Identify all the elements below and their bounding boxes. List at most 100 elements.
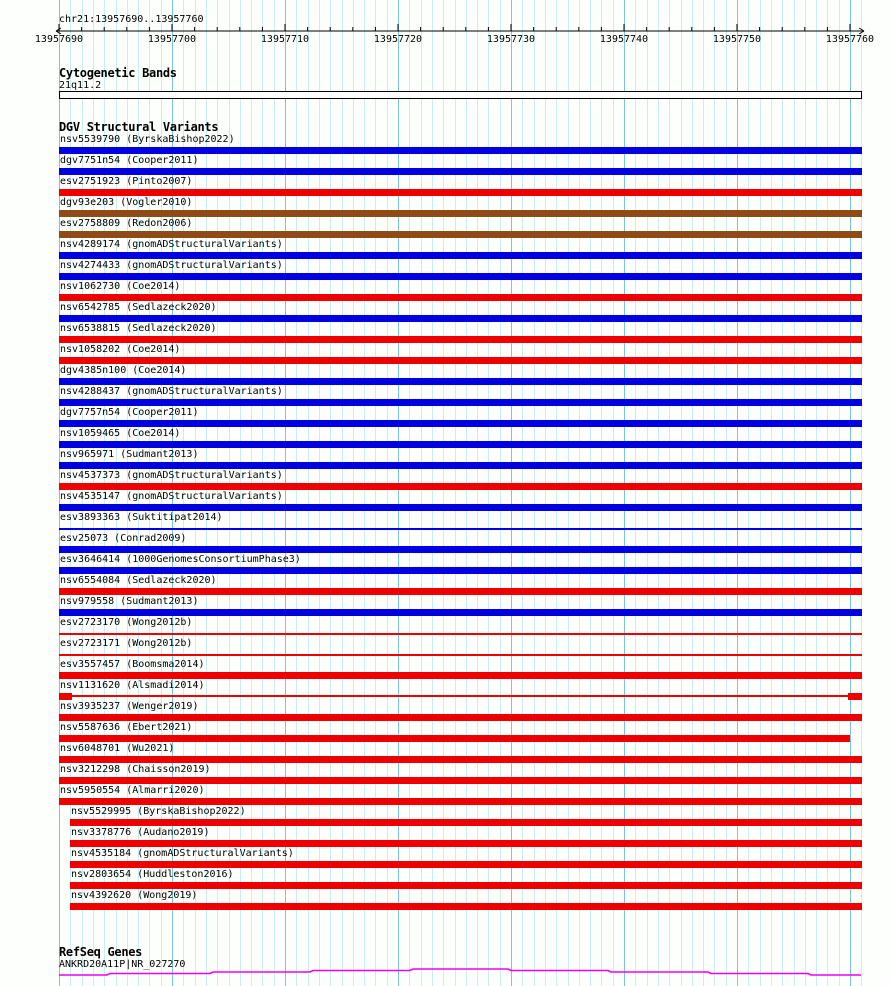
grid-line-minor (375, 0, 377, 986)
variant-feature-bar[interactable] (848, 693, 862, 700)
variant-feature-bar[interactable] (59, 168, 862, 175)
variant-label[interactable]: esv2723171 (Wong2012b) (60, 638, 193, 649)
variant-feature-bar[interactable] (70, 861, 862, 868)
variant-feature-bar[interactable] (59, 315, 862, 322)
variant-label[interactable]: nsv1131620 (Alsmadi2014) (60, 680, 205, 691)
variant-label[interactable]: nsv4392620 (Wong2019) (71, 890, 198, 901)
variant-feature-bar[interactable] (59, 357, 862, 364)
variant-label[interactable]: nsv5539790 (ByrskaBishop2022) (60, 134, 235, 145)
grid-line-major (737, 0, 738, 986)
refseq-gene-connector[interactable] (0, 966, 890, 982)
variant-label[interactable]: nsv5587636 (Ebert2021) (60, 722, 193, 733)
variant-label[interactable]: nsv965971 (Sudmant2013) (60, 449, 199, 460)
grid-line-minor (748, 0, 750, 986)
variant-label[interactable]: nsv6542785 (Sedlazeck2020) (60, 302, 217, 313)
variant-feature-bar[interactable] (70, 840, 862, 847)
variant-feature-bar[interactable] (59, 441, 862, 448)
grid-line-minor (646, 0, 648, 986)
variant-feature-bar[interactable] (59, 483, 862, 490)
variant-feature-bar[interactable] (59, 378, 862, 385)
variant-feature-bar[interactable] (59, 462, 862, 469)
variant-label[interactable]: nsv4537373 (gnomADStructuralVariants) (60, 470, 283, 481)
variant-feature-bar[interactable] (59, 672, 862, 679)
ruler-tick-label: 13957760 (825, 34, 875, 45)
variant-label[interactable]: esv3893363 (Suktitipat2014) (60, 512, 223, 523)
variant-label[interactable]: esv2723170 (Wong2012b) (60, 617, 193, 628)
grid-line-major (624, 0, 625, 986)
cytoband-label[interactable]: 21q11.2 (59, 80, 102, 91)
variant-label[interactable]: nsv6048701 (Wu2021) (60, 743, 175, 754)
variant-label[interactable]: esv25073 (Conrad2009) (60, 533, 187, 544)
variant-feature-bar[interactable] (59, 294, 862, 301)
cytoband-feature[interactable] (59, 91, 862, 99)
ruler (55, 24, 865, 34)
grid-line-minor (273, 0, 275, 986)
variant-label[interactable]: esv3557457 (Boomsma2014) (60, 659, 205, 670)
grid-line-minor (160, 0, 162, 986)
variant-feature-bar[interactable] (59, 189, 862, 196)
variant-label[interactable]: nsv3212298 (Chaisson2019) (60, 764, 211, 775)
grid-line-minor (578, 0, 580, 986)
variant-feature-bar[interactable] (72, 695, 848, 697)
variant-feature-bar[interactable] (59, 420, 862, 427)
variant-feature-bar[interactable] (59, 399, 862, 406)
variant-label[interactable]: dgv7757n54 (Cooper2011) (60, 407, 199, 418)
variant-label[interactable]: nsv4289174 (gnomADStructuralVariants) (60, 239, 283, 250)
variant-feature-bar[interactable] (59, 252, 862, 259)
variant-feature-bar[interactable] (59, 714, 862, 721)
variant-label[interactable]: nsv4274433 (gnomADStructuralVariants) (60, 260, 283, 271)
variant-label[interactable]: dgv4385n100 (Coe2014) (60, 365, 187, 376)
grid-line-minor (352, 0, 354, 986)
variant-label[interactable]: nsv2803654 (Huddleston2016) (71, 869, 234, 880)
variant-feature-bar[interactable] (59, 504, 862, 511)
variant-feature-bar[interactable] (59, 777, 862, 784)
grid-line-minor (126, 0, 128, 986)
variant-label[interactable]: esv2758809 (Redon2006) (60, 218, 193, 229)
variant-feature-bar[interactable] (70, 903, 862, 910)
variant-feature-bar[interactable] (59, 609, 862, 616)
variant-label[interactable]: nsv5950554 (Almarri2020) (60, 785, 205, 796)
variant-label[interactable]: dgv7751n54 (Cooper2011) (60, 155, 199, 166)
variant-label[interactable]: nsv5529995 (ByrskaBishop2022) (71, 806, 246, 817)
variant-feature-bar[interactable] (59, 231, 862, 238)
variant-label[interactable]: esv2751923 (Pinto2007) (60, 176, 193, 187)
variant-feature-bar[interactable] (59, 147, 862, 154)
grid-line-minor (341, 0, 343, 986)
variant-label[interactable]: esv3646414 (1000GenomesConsortiumPhase3) (60, 554, 301, 565)
variant-feature-bar[interactable] (59, 735, 850, 742)
variant-label[interactable]: nsv4288437 (gnomADStructuralVariants) (60, 386, 283, 397)
variant-feature-bar[interactable] (59, 693, 72, 700)
variant-label[interactable]: nsv6538815 (Sedlazeck2020) (60, 323, 217, 334)
variant-label[interactable]: nsv3378776 (Audano2019) (71, 827, 210, 838)
variant-feature-bar[interactable] (59, 528, 862, 530)
variant-label[interactable]: nsv979558 (Sudmant2013) (60, 596, 199, 607)
grid-line-minor (81, 0, 83, 986)
variant-feature-bar[interactable] (59, 756, 862, 763)
variant-label[interactable]: dgv93e203 (Vogler2010) (60, 197, 193, 208)
variant-label[interactable]: nsv3935237 (Wenger2019) (60, 701, 199, 712)
variant-label[interactable]: nsv4535147 (gnomADStructuralVariants) (60, 491, 283, 502)
variant-feature-bar[interactable] (59, 546, 862, 553)
variant-feature-bar[interactable] (59, 336, 862, 343)
grid-line-minor (725, 0, 727, 986)
variant-feature-bar[interactable] (70, 882, 862, 889)
variant-label[interactable]: nsv6554084 (Sedlazeck2020) (60, 575, 217, 586)
variant-feature-bar[interactable] (59, 798, 862, 805)
refseq-gene-label[interactable]: ANKRD20A11P|NR_027270 (59, 959, 186, 970)
variant-feature-bar[interactable] (70, 819, 862, 826)
grid-line-minor (544, 0, 546, 986)
variant-label[interactable]: nsv1059465 (Coe2014) (60, 428, 181, 439)
variant-label[interactable]: nsv4535184 (gnomADStructuralVariants) (71, 848, 294, 859)
grid-line-minor (782, 0, 784, 986)
grid-line-minor (827, 0, 829, 986)
variant-feature-bar[interactable] (59, 567, 862, 574)
variant-feature-bar[interactable] (59, 654, 862, 656)
variant-feature-bar[interactable] (59, 273, 862, 280)
variant-feature-bar[interactable] (59, 210, 862, 217)
variant-label[interactable]: nsv1062730 (Coe2014) (60, 281, 181, 292)
variant-label[interactable]: nsv1058202 (Coe2014) (60, 344, 181, 355)
grid-line-minor (228, 0, 230, 986)
variant-feature-bar[interactable] (59, 588, 862, 595)
variant-feature-bar[interactable] (59, 633, 862, 635)
